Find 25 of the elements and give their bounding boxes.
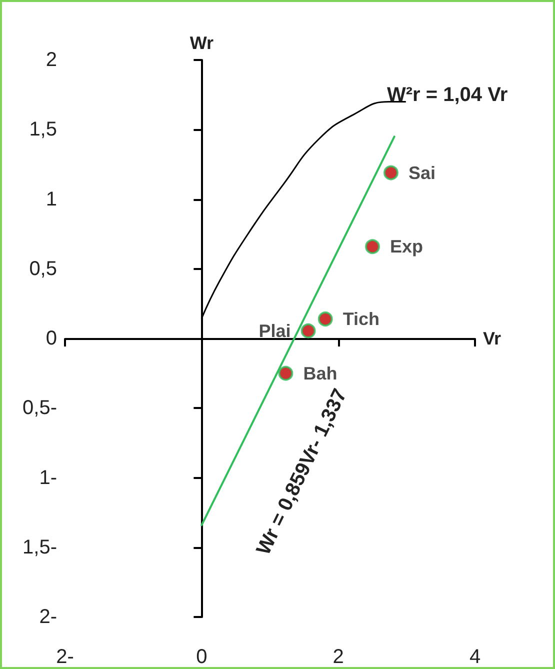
y-tick-label: 1- <box>39 466 57 489</box>
x-tick-label: 4 <box>469 646 481 668</box>
y-tick-label: 2- <box>39 606 57 628</box>
x-tick-label: 2 <box>332 646 344 668</box>
data-label: Plai <box>258 320 291 341</box>
point <box>318 312 333 326</box>
y-tick-label: 2 <box>46 49 57 71</box>
point <box>300 323 316 338</box>
y-tick-label: 0,5- <box>22 397 57 420</box>
y-tick-label: 0,5 <box>29 258 57 280</box>
y-tick-label: 1 <box>46 188 57 210</box>
point <box>365 239 380 254</box>
x-axis-title: Vr <box>483 328 502 348</box>
y-axis-title: Wr <box>190 33 214 53</box>
y-tick-label: 1,5 <box>29 118 57 141</box>
data-label: Sai <box>408 162 436 183</box>
data-label: Exp <box>390 236 424 257</box>
data-label: Tich <box>342 309 380 330</box>
point <box>278 366 294 381</box>
data-label: Bah <box>303 363 338 384</box>
point <box>383 165 398 180</box>
y-tick-label: 1,5- <box>22 536 57 558</box>
y-tick-label: 0 <box>46 328 57 350</box>
annotation: W²r = 1,04 Vr <box>387 84 508 106</box>
x-tick-label: 0 <box>196 646 208 668</box>
